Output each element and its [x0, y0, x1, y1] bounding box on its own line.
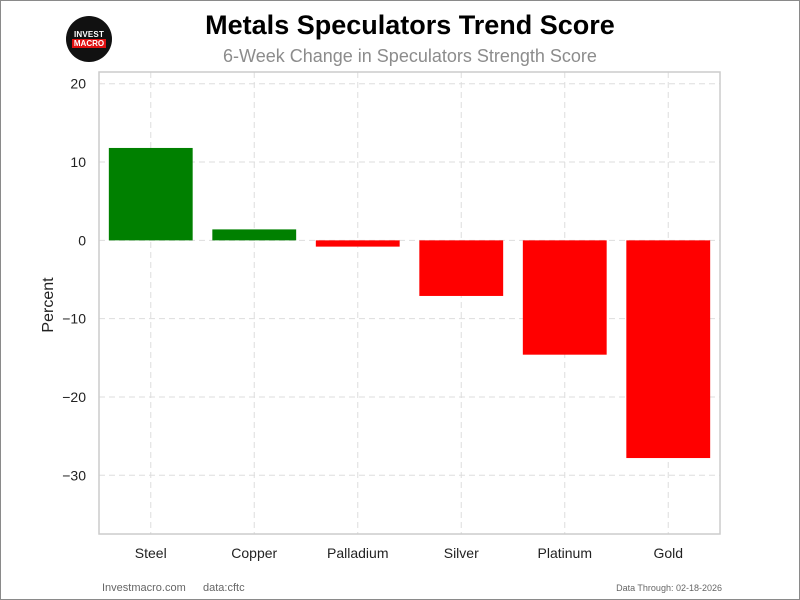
- logo-line2: MACRO: [71, 39, 107, 48]
- x-tick-label: Platinum: [538, 545, 592, 561]
- y-tick-label: −30: [62, 467, 86, 483]
- bar-palladium: [315, 240, 400, 247]
- plot-area-border: [98, 71, 721, 535]
- y-tick-label: 20: [70, 76, 86, 92]
- y-tick-label: 10: [70, 154, 86, 170]
- bar-silver: [419, 240, 504, 296]
- footer-data-through: Data Through: 02-18-2026: [616, 583, 722, 593]
- y-tick-label: −20: [62, 389, 86, 405]
- x-tick-label: Palladium: [327, 545, 388, 561]
- x-tick-label: Silver: [444, 545, 479, 561]
- chart-subtitle: 6-Week Change in Speculators Strength Sc…: [223, 46, 597, 66]
- bar-gold: [626, 240, 711, 459]
- bar-platinum: [522, 240, 607, 355]
- y-tick-label: −10: [62, 311, 86, 327]
- investmacro-logo: INVEST MACRO: [66, 16, 112, 62]
- bar-copper: [212, 229, 297, 241]
- x-tick-label: Copper: [231, 545, 277, 561]
- y-tick-label: 0: [78, 232, 86, 248]
- x-tick-label: Steel: [135, 545, 167, 561]
- footer-site: Investmacro.com: [102, 582, 186, 594]
- y-axis-label: Percent: [40, 277, 57, 333]
- bar-steel: [108, 147, 193, 241]
- logo-line1: INVEST: [73, 30, 105, 39]
- chart-title: Metals Speculators Trend Score: [205, 10, 615, 40]
- footer-source: data:cftc: [203, 582, 245, 594]
- x-tick-label: Gold: [653, 545, 683, 561]
